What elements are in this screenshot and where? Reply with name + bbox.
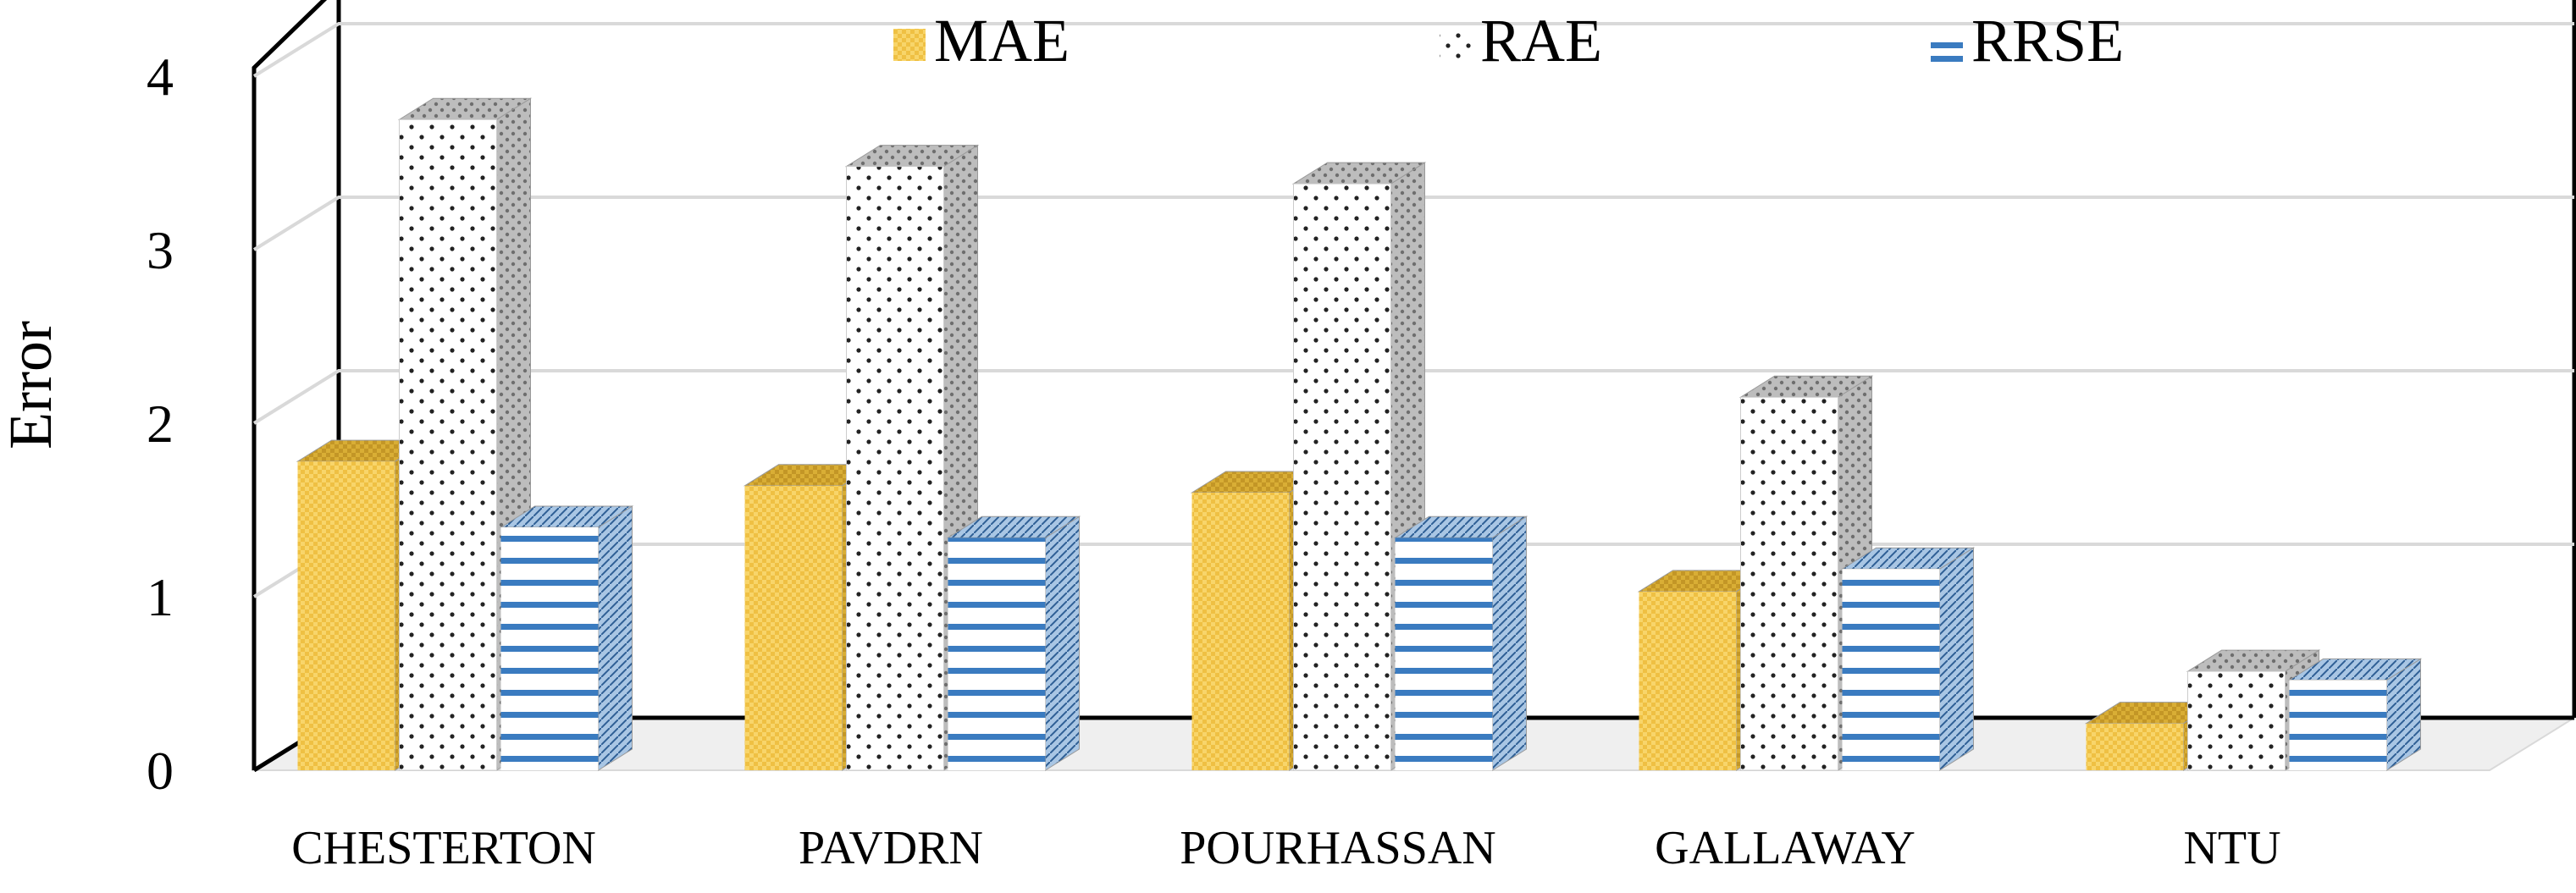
bar-side-face (1939, 547, 1974, 771)
bar-front-face (2086, 723, 2184, 770)
legend: MAE RAE RRSE (893, 7, 2124, 74)
side-wall (252, 0, 328, 770)
x-category-label: POURHASSAN (1180, 822, 1495, 874)
y-tick-label: 1 (146, 567, 174, 627)
bar-rrse-chesterton (499, 505, 634, 771)
bar-front-face (297, 461, 395, 770)
bar-front-face (2187, 670, 2286, 771)
legend-label: RAE (1480, 7, 1602, 74)
bar-side-face (1492, 515, 1527, 771)
bar-rrse-pourhassan (1393, 515, 1528, 771)
bar-front-face (399, 119, 497, 771)
x-category-label: CHESTERTON (291, 822, 596, 874)
x-category-label: GALLAWAY (1655, 822, 1915, 874)
gridline (252, 369, 2574, 425)
bar-side-face (1045, 515, 1080, 771)
bar-front-face (744, 485, 843, 770)
bars (296, 97, 2423, 771)
bar-side-face (598, 505, 633, 771)
y-tick-label: 0 (146, 741, 174, 801)
y-axis-title: Error (0, 321, 64, 449)
bar-front-face (1842, 569, 1940, 770)
legend-item-mae: MAE (893, 7, 1070, 74)
bar-front-face (1191, 493, 1290, 770)
bar-front-face (1395, 537, 1493, 770)
legend-swatch (1440, 29, 1472, 61)
gridline (252, 22, 2574, 78)
bar-rrse-gallaway (1840, 547, 1976, 771)
bar-rrse-ntu (2287, 658, 2423, 771)
legend-label: MAE (934, 7, 1070, 74)
x-category-label: PAVDRN (799, 822, 983, 874)
bar-rrse-pavdrn (946, 515, 1081, 771)
legend-swatch (893, 29, 926, 61)
legend-item-rae: RAE (1440, 7, 1602, 74)
legend-swatch (1931, 42, 1963, 48)
legend-label: RRSE (1971, 7, 2124, 74)
bar-front-face (500, 527, 599, 770)
bar-front-face (2289, 680, 2387, 770)
y-tick-label: 3 (146, 220, 174, 280)
x-category-label: NTU (2183, 822, 2280, 874)
gridline (252, 196, 2574, 251)
back-wall (336, 0, 2576, 718)
y-tick-label: 4 (146, 47, 174, 107)
bar-front-face (948, 537, 1046, 770)
legend-item-rrse: RRSE (1931, 7, 2124, 74)
y-tick-label: 2 (146, 394, 174, 454)
labels: 0 1 2 3 4 CHESTERTON PAVDRN POURHASSAN GALLAWAY N… (146, 47, 2281, 874)
bar-front-face (1740, 396, 1838, 771)
bar-front-face (1639, 591, 1737, 770)
bar-front-face (1293, 183, 1391, 771)
bar-front-face (846, 166, 944, 771)
